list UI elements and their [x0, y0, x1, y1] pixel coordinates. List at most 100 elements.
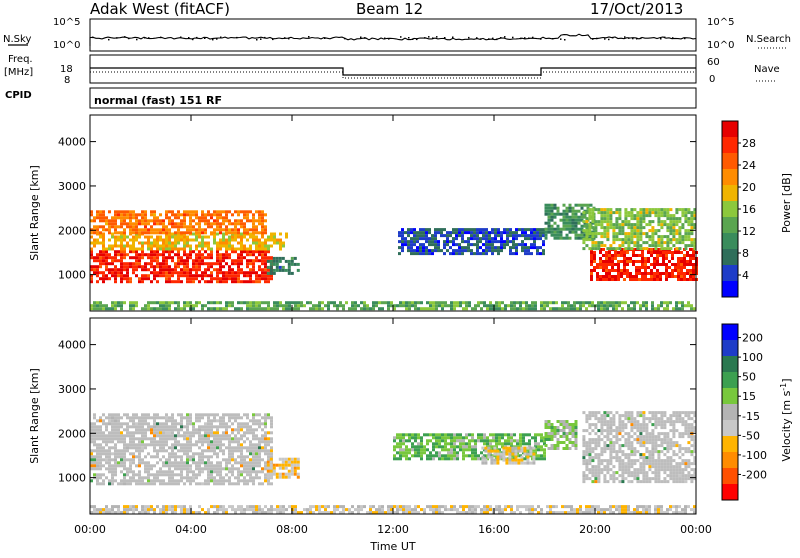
data-cell [678, 226, 681, 229]
data-cell [609, 429, 612, 432]
data-cell [159, 245, 162, 248]
data-cell [431, 249, 434, 252]
data-cell [177, 413, 180, 416]
data-cell [165, 228, 168, 231]
data-cell [642, 423, 645, 426]
data-cell [645, 307, 648, 310]
data-cell [542, 243, 545, 246]
data-cell [629, 260, 632, 263]
data-cell [141, 265, 144, 268]
data-cell [165, 304, 168, 307]
data-cell [639, 432, 642, 435]
data-cell [627, 417, 630, 420]
data-cell [120, 274, 123, 277]
data-cell [282, 461, 285, 464]
data-cell [575, 435, 578, 438]
data-cell [135, 301, 138, 304]
data-cell [210, 253, 213, 256]
data-cell [435, 304, 438, 307]
data-cell [204, 271, 207, 274]
data-cell [174, 307, 177, 310]
data-cell [554, 444, 557, 447]
data-cell [498, 301, 501, 304]
data-cell [663, 441, 666, 444]
data-cell [602, 269, 605, 272]
data-cell [132, 245, 135, 248]
data-cell [240, 259, 243, 262]
data-cell [249, 268, 252, 271]
data-cell [195, 213, 198, 216]
data-cell [153, 416, 156, 419]
data-cell [582, 429, 585, 432]
data-cell [354, 304, 357, 307]
data-cell [96, 304, 99, 307]
data-cell [490, 450, 493, 453]
data-cell [639, 304, 642, 307]
data-cell [683, 260, 686, 263]
data-cell [132, 461, 135, 464]
data-cell [483, 436, 486, 439]
data-cell [467, 240, 470, 243]
data-cell [681, 223, 684, 226]
data-cell [611, 260, 614, 263]
data-cell [156, 274, 159, 277]
data-cell [499, 453, 502, 456]
data-cell [147, 222, 150, 225]
data-cell [231, 277, 234, 280]
data-cell [639, 247, 642, 250]
data-cell [204, 228, 207, 231]
data-cell [258, 231, 261, 234]
data-cell [168, 455, 171, 458]
data-cell [582, 462, 585, 465]
data-cell [162, 301, 165, 304]
data-cell [114, 236, 117, 239]
data-cell [132, 242, 135, 245]
data-cell [490, 456, 493, 459]
data-cell [572, 213, 575, 216]
data-cell [270, 263, 273, 266]
data-cell [563, 432, 566, 435]
data-cell [252, 304, 255, 307]
data-cell [501, 442, 504, 445]
data-cell [102, 248, 105, 251]
data-cell [644, 257, 647, 260]
data-cell [267, 250, 270, 253]
data-cell [453, 439, 456, 442]
data-cell [398, 234, 401, 237]
data-cell [177, 274, 180, 277]
data-cell [168, 470, 171, 473]
search-dot [504, 36, 506, 38]
data-cell [602, 263, 605, 266]
data-cell [633, 217, 636, 220]
data-cell [240, 307, 243, 310]
data-cell [687, 235, 690, 238]
data-cell [207, 219, 210, 222]
data-cell [204, 268, 207, 271]
data-cell [153, 482, 156, 485]
data-cell [495, 439, 498, 442]
data-cell [692, 278, 695, 281]
data-cell [267, 256, 270, 259]
data-cell [204, 479, 207, 482]
data-cell [255, 434, 258, 437]
data-cell [114, 213, 117, 216]
data-cell [431, 234, 434, 237]
data-cell [123, 473, 126, 476]
data-cell [663, 411, 666, 414]
data-cell [234, 259, 237, 262]
data-cell [426, 448, 429, 451]
search-dot [560, 38, 562, 40]
data-cell [171, 242, 174, 245]
data-cell [267, 272, 270, 275]
data-cell [642, 304, 645, 307]
data-cell [642, 208, 645, 211]
data-cell [153, 449, 156, 452]
data-cell [240, 428, 243, 431]
data-cell [99, 419, 102, 422]
data-cell [540, 457, 543, 460]
data-cell [207, 461, 210, 464]
data-cell [450, 454, 453, 457]
data-cell [240, 248, 243, 251]
data-cell [279, 260, 282, 263]
data-cell [99, 473, 102, 476]
